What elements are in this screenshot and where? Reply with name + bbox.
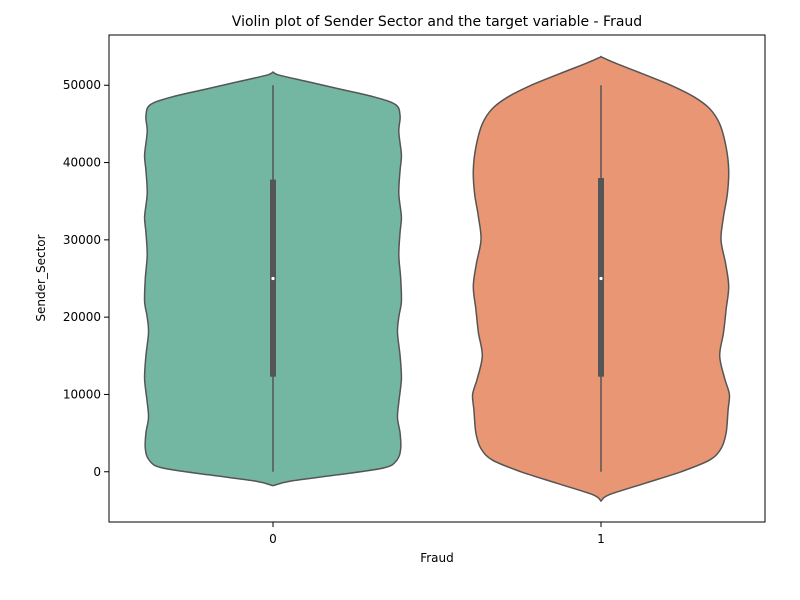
y-tick-label: 0 — [93, 465, 101, 479]
chart-title: Violin plot of Sender Sector and the tar… — [232, 14, 642, 30]
y-tick-label: 50000 — [63, 78, 101, 92]
y-tick-label: 20000 — [63, 310, 101, 324]
y-tick-label: 30000 — [63, 233, 101, 247]
plot-frame — [108, 34, 766, 523]
x-tick-label: 1 — [597, 532, 605, 546]
violin-median-0 — [271, 276, 275, 281]
violin-median-1 — [599, 276, 603, 281]
y-axis-label: Sender_Sector — [34, 234, 48, 321]
y-axis: 0 10000 20000 30000 40000 50000 — [63, 78, 109, 479]
y-tick-label: 40000 — [63, 156, 101, 170]
violin-layer — [143, 55, 731, 503]
x-axis-label: Fraud — [420, 551, 454, 565]
y-tick-label: 10000 — [63, 387, 101, 401]
x-tick-label: 0 — [269, 532, 277, 546]
